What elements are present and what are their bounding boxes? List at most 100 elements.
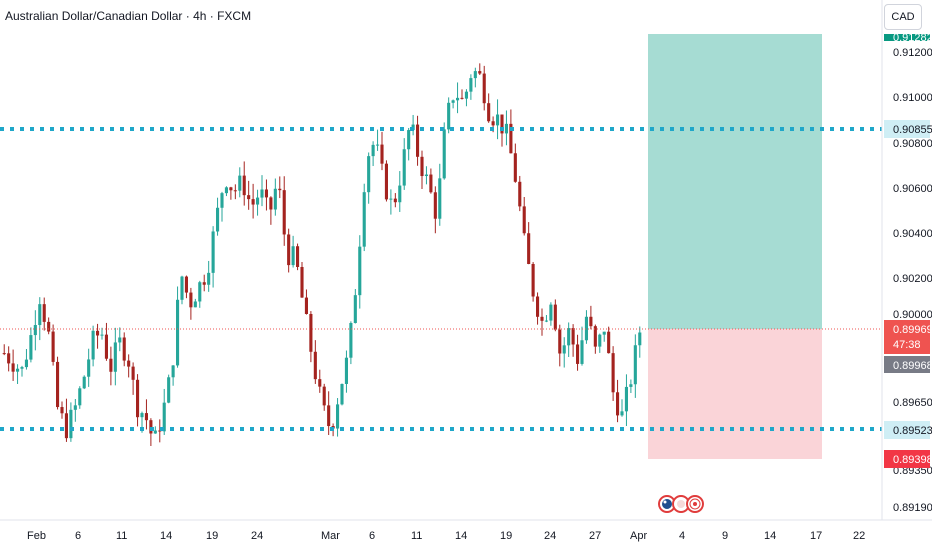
candle-body — [424, 174, 428, 177]
candle-body — [202, 282, 206, 285]
time-tick: 24 — [251, 530, 263, 542]
candle-body — [69, 409, 73, 439]
time-tick: Apr — [630, 530, 647, 542]
candle-body — [291, 246, 295, 266]
candle-body — [367, 156, 371, 193]
candle-body — [184, 276, 188, 293]
australia-flag-event-icon[interactable] — [658, 495, 676, 513]
candle-body — [580, 340, 584, 364]
candle-body — [176, 299, 180, 366]
candle-body — [473, 71, 477, 79]
candle-body — [153, 430, 157, 434]
candle-body — [51, 331, 55, 362]
svg-text:0.89968: 0.89968 — [893, 360, 932, 372]
candle-body — [144, 413, 148, 421]
time-tick: Feb — [27, 530, 46, 542]
price-tick: 0.89650 — [893, 397, 932, 409]
candle-body — [451, 100, 455, 103]
candle-body — [500, 114, 504, 134]
candle-body — [171, 365, 175, 378]
candle-body — [469, 78, 473, 92]
candle-body — [540, 316, 544, 321]
candle-body — [616, 392, 620, 416]
candle-body — [398, 185, 402, 203]
candle-body — [264, 189, 268, 198]
candle-body — [96, 330, 100, 336]
candle-body — [304, 297, 308, 314]
candle-body — [633, 345, 637, 385]
price-tick: 0.91200 — [893, 47, 932, 59]
candle-body — [624, 386, 628, 412]
candle-body — [464, 91, 468, 99]
time-tick: 19 — [206, 530, 218, 542]
candle-body — [376, 144, 380, 146]
svg-text:0.91282: 0.91282 — [893, 32, 932, 44]
time-tick: 22 — [853, 530, 865, 542]
candle-body — [149, 420, 153, 434]
candle-body — [371, 144, 375, 157]
price-tick: 0.90600 — [893, 183, 932, 195]
target-zone[interactable] — [648, 34, 822, 329]
candle-body — [104, 334, 108, 359]
candle-body — [238, 175, 242, 191]
candle-body — [87, 359, 91, 377]
stop-price-label: 0.89398 — [884, 450, 932, 468]
time-tick: 19 — [500, 530, 512, 542]
candle-body — [82, 376, 86, 389]
candle-body — [456, 97, 460, 101]
svg-text:0.90855: 0.90855 — [893, 124, 932, 136]
candle-body — [487, 103, 491, 122]
candle-body — [589, 316, 593, 327]
candle-body — [113, 342, 117, 372]
candle-body — [504, 123, 508, 134]
candle-body — [593, 326, 597, 347]
candle-countdown: 47:38 — [893, 339, 921, 351]
symbol-title[interactable]: Australian Dollar/Canadian Dollar · 4h ·… — [5, 9, 252, 23]
time-tick: 4 — [679, 530, 685, 542]
candle-body — [318, 379, 322, 387]
candle-body — [571, 328, 575, 345]
currency-button[interactable]: CAD — [884, 4, 922, 30]
candle-body — [11, 363, 15, 372]
candle-body — [16, 368, 20, 372]
candle-body — [438, 178, 442, 219]
time-tick: 11 — [411, 530, 422, 542]
price-axis[interactable]: 0.91200 0.91000 0.90800 0.90600 0.90400 … — [893, 47, 932, 514]
economic-events[interactable] — [658, 495, 704, 513]
candle-body — [29, 335, 33, 360]
candle-body — [549, 304, 553, 321]
candle-body — [162, 402, 166, 432]
last-price-label: 0.89968 — [884, 356, 932, 373]
time-axis[interactable]: Feb 6 11 14 19 24 Mar 6 11 14 19 24 27 A… — [27, 530, 865, 542]
time-tick: 14 — [764, 530, 776, 542]
candle-body — [198, 282, 202, 302]
price-tick: 0.90800 — [893, 138, 932, 150]
candle-body — [460, 97, 464, 99]
candle-body — [118, 337, 122, 343]
event-marker-icon[interactable] — [672, 495, 690, 513]
candle-body — [251, 199, 255, 205]
candle-body — [420, 156, 424, 177]
canada-flag-event-icon[interactable] — [686, 495, 704, 513]
candle-body — [269, 197, 273, 210]
candle-body — [416, 124, 420, 157]
candle-body — [300, 266, 304, 298]
candle-body — [131, 366, 135, 380]
candle-body — [531, 263, 535, 297]
candle-body — [296, 246, 300, 267]
candle-body — [140, 413, 144, 418]
candle-body — [598, 334, 602, 347]
time-tick: Mar — [321, 530, 340, 542]
candle-body — [56, 361, 60, 408]
candle-body — [233, 190, 237, 192]
candle-body — [389, 198, 393, 200]
candle-body — [282, 190, 286, 235]
candle-body — [562, 345, 566, 354]
candle-body — [442, 129, 446, 179]
candle-body — [91, 330, 95, 360]
candle-body — [353, 295, 357, 323]
stop-zone[interactable] — [648, 329, 822, 459]
candle-body — [7, 353, 11, 364]
